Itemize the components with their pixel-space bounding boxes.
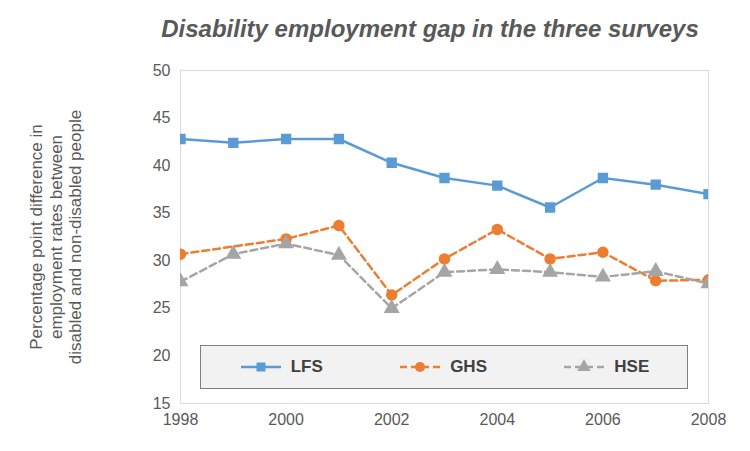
svg-text:2002: 2002 [374,411,410,428]
svg-text:2004: 2004 [480,411,516,428]
svg-text:40: 40 [153,157,171,174]
svg-text:2008: 2008 [691,411,727,428]
html-text:Disability employment gap in t: Disability employment gap in the three s… [161,15,699,42]
svg-text:45: 45 [153,109,171,126]
html-text:GHS: GHS [450,357,487,376]
svg-text:25: 25 [153,299,171,316]
svg-text:Percentage point difference in: Percentage point difference inemployment… [27,110,85,364]
svg-text:1998: 1998 [163,411,199,428]
svg-text:20: 20 [153,347,171,364]
html-text:HSE: HSE [614,357,650,376]
svg-text:30: 30 [153,252,171,269]
svg-text:15: 15 [153,395,171,412]
html-text:LFS: LFS [290,357,323,376]
svg-text:50: 50 [153,62,171,79]
svg-text:2006: 2006 [585,411,621,428]
svg-text:2000: 2000 [268,411,304,428]
svg-text:35: 35 [153,204,171,221]
